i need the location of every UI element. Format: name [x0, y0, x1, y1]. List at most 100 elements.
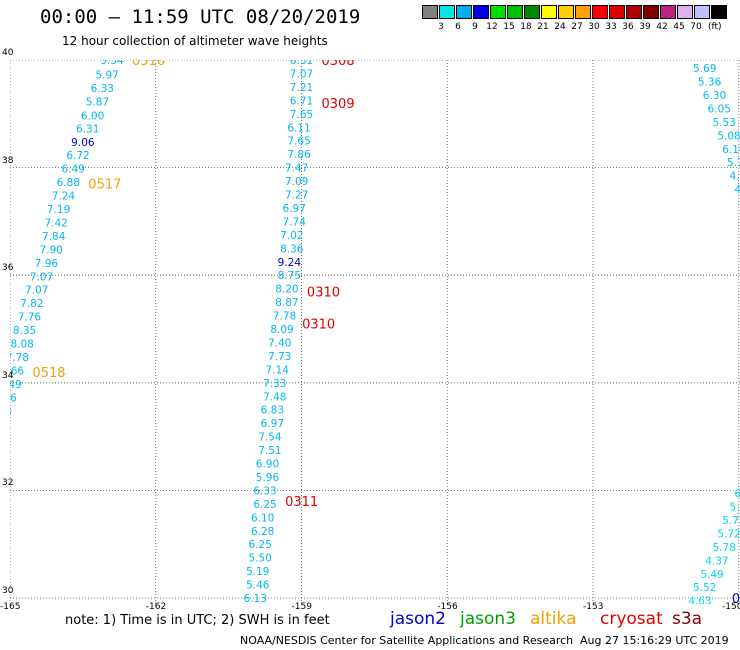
color-swatch: [711, 5, 727, 19]
pass-time-label: 0517: [88, 178, 121, 193]
longitude-label: -165: [0, 602, 21, 612]
wave-height-value: 6.83: [261, 405, 284, 417]
pass-time-label: 0310: [307, 285, 340, 300]
wave-height-value: 7.86: [287, 149, 311, 161]
wave-height-value: 7.21: [290, 82, 313, 94]
wave-height-value: 6.33: [91, 83, 114, 95]
wave-height-value: 7.07: [30, 271, 53, 283]
wave-height-value: 6.72: [66, 150, 89, 162]
wave-height-value: 4.63: [688, 596, 711, 604]
satellite-track: 5.54 5.976.335.87 6.006.31 9.066.72 6.496.88…: [10, 60, 165, 418]
satellite-legend-entry: jason2: [390, 609, 446, 629]
wave-height-value: 6.00: [81, 110, 104, 122]
map-plot-svg: 5.545.976.335.876.006.319.066.726.496.88…: [10, 60, 740, 604]
wave-height-value: 7.76: [18, 312, 42, 324]
wave-height-value: 7.54: [258, 432, 282, 444]
wave-height-value: 8.36: [280, 243, 304, 255]
color-scale-label: 6: [455, 22, 461, 32]
color-scale-label: 9: [472, 22, 478, 32]
wave-height-value: 6.18: [734, 488, 740, 500]
wave-height-value: 5.54: [100, 60, 124, 67]
wave-height-value: 5.96: [256, 472, 280, 484]
pass-time-label: 0516: [132, 60, 165, 69]
wave-height-value: 7.02: [280, 230, 303, 242]
timestamp-text: Aug 27 15:16:29 UTC 2019: [580, 634, 729, 647]
wave-height-value: 7.07: [25, 285, 48, 297]
color-swatch: [507, 5, 523, 19]
color-swatch: [643, 5, 659, 19]
wave-height-value: 6.11: [287, 122, 310, 134]
satellite-legend-entry: jason3: [460, 609, 516, 629]
wave-height-value: 6.30: [703, 90, 726, 102]
wave-height-value: 6.31: [76, 123, 99, 135]
wave-height-value: 6.97: [261, 418, 284, 430]
wave-height-value: 7.07: [290, 68, 313, 80]
color-scale-label: 36: [622, 22, 634, 32]
color-scale-label: 12: [486, 22, 498, 32]
satellite-legend-entry: s3a: [672, 609, 703, 629]
wave-height-value: 7.48: [263, 391, 286, 403]
color-scale-label: 3: [438, 22, 444, 32]
wave-height-value: 8.09: [270, 324, 293, 336]
map-area: 5.54 5.97 6.33 5.87 6.00 6.31 9.06 6.72 6.49 6.88…: [10, 60, 740, 604]
wave-height-value: 7.47: [285, 163, 308, 175]
wave-height-value: 6.13: [244, 593, 267, 604]
wave-height-value: 6.49: [61, 164, 84, 176]
wave-height-value: 5.19: [246, 566, 269, 578]
longitude-label: -150: [722, 602, 740, 612]
color-scale-label: 21: [537, 22, 549, 32]
wave-height-value: 7.66: [10, 392, 17, 404]
wave-height-value: 7.24: [52, 191, 76, 203]
wave-height-value: 5.97: [95, 70, 118, 82]
wave-height-value: 8.75: [278, 270, 301, 282]
wave-height-value: 7.14: [266, 364, 290, 376]
wave-height-value: 5.08: [717, 130, 740, 142]
color-swatch: [558, 5, 574, 19]
wave-height-value: 5.69: [693, 63, 716, 75]
wave-height-value: 6.31: [290, 60, 313, 67]
wave-height-value: 5.78: [712, 542, 735, 554]
wave-height-value: 6.90: [256, 459, 279, 471]
longitude-label: -162: [145, 602, 167, 612]
wave-height-value: 5.72: [722, 515, 740, 527]
wave-height-value: 7.42: [44, 217, 67, 229]
wave-height-value: 4.34: [729, 171, 740, 183]
satellite-legend-entry: altika: [530, 609, 577, 629]
pass-time-label: 0308: [322, 60, 355, 69]
wave-height-value: 7.78: [273, 311, 296, 323]
latitude-label: 38: [2, 155, 14, 166]
wave-height-value: 7.82: [20, 298, 43, 310]
color-swatch: [490, 5, 506, 19]
wave-height-value: 7.33: [263, 378, 286, 390]
wave-height-value: 7.73: [268, 351, 291, 363]
wave-height-value: 4.37: [705, 555, 728, 567]
latitude-label: 34: [2, 370, 14, 381]
color-swatch: [609, 5, 625, 19]
wave-height-value: 8.87: [275, 297, 298, 309]
wave-height-value: 7.90: [40, 244, 63, 256]
color-scale-label: 33: [605, 22, 617, 32]
pass-time-label: 0311: [285, 495, 318, 510]
color-scale-label: 30: [588, 22, 600, 32]
wave-height-value: 5.88: [729, 502, 740, 514]
page-subtitle: 12 hour collection of altimeter wave hei…: [62, 34, 328, 48]
color-swatch: [439, 5, 455, 19]
color-scale-label: 27: [571, 22, 583, 32]
longitude-label: -153: [583, 602, 604, 612]
wave-height-value: 6.10: [722, 144, 740, 156]
pass-time-label: 0518: [32, 366, 65, 381]
color-scale-label: 45: [673, 22, 685, 32]
wave-height-value: 6.05: [708, 103, 731, 115]
wave-height-value: 5.49: [700, 569, 723, 581]
wave-height-value: 4.63: [734, 184, 740, 196]
wave-height-value: 5.87: [86, 96, 109, 108]
latitude-label: 32: [2, 478, 14, 489]
wave-height-value: 7.40: [268, 337, 291, 349]
pass-time-label: 0309: [322, 97, 355, 112]
color-scale-unit: (ft): [708, 22, 722, 32]
satellite-track: 5.69 5.366.306.05 5.535.08 6.105.71 4.344.63…: [693, 63, 740, 210]
color-swatch: [524, 5, 540, 19]
wave-height-value: 5.71: [727, 157, 740, 169]
wave-height-value: 7.66: [10, 365, 24, 377]
